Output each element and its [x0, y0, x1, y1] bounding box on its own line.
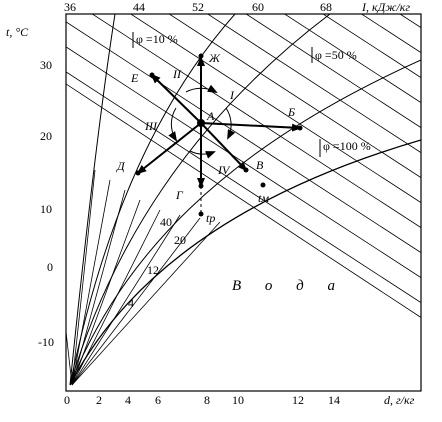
point-g-marker: [198, 183, 204, 189]
t-tick-10: 10: [40, 202, 52, 216]
point-a-marker: [197, 119, 205, 127]
point-d-marker: [135, 170, 141, 176]
i-axis-label: I, кДж/кг: [361, 0, 410, 14]
point-tm-marker: [260, 182, 266, 188]
d-tick-4: 4: [125, 393, 131, 407]
point-b-label: Б: [287, 105, 295, 119]
i-tick-68: 68: [320, 0, 332, 14]
process-i-label: I: [229, 88, 235, 102]
d-tick-6: 6: [155, 393, 161, 407]
fan-label-40: 40: [160, 215, 172, 229]
top-axis-ticks: 36 44 52 60 68: [64, 0, 332, 14]
point-e-marker: [149, 72, 155, 78]
point-zh-marker: [198, 53, 204, 59]
point-b-marker: [297, 125, 303, 131]
rh-curve-100: [69, 139, 421, 386]
phi-50-label: φ =50 %: [315, 48, 357, 62]
process-iii-label: III: [144, 119, 158, 133]
i-tick-52: 52: [192, 0, 204, 14]
state-point-labels: А Б В Г Д Е Ж tм tр: [116, 51, 295, 225]
fan-label-4: 4: [128, 296, 134, 310]
point-a-label: А: [206, 109, 215, 123]
sector-arcs: [168, 84, 236, 159]
d-tick-8: 8: [204, 393, 210, 407]
d-tick-0: 0: [64, 393, 70, 407]
water-fan-lines: [66, 169, 221, 386]
t-tick-0: 0: [47, 260, 53, 274]
fan-label-12: 12: [147, 263, 159, 277]
process-arrows: [136, 56, 302, 188]
d-tick-10: 10: [232, 393, 244, 407]
i-tick-60: 60: [252, 0, 264, 14]
rh-curve-10: [69, 14, 116, 386]
t-axis-label: t, °C: [6, 25, 29, 39]
t-tick-30: 30: [40, 58, 52, 72]
water-label: В о д а: [232, 278, 345, 294]
i-tick-44: 44: [133, 0, 145, 14]
t-tick-minus10: -10: [38, 335, 54, 349]
arrow-a-to-b: [200, 122, 302, 132]
d-axis-label: d, г/кг: [384, 393, 415, 407]
point-tm-label: tм: [258, 191, 269, 205]
point-g-label: Г: [175, 188, 184, 202]
phi-100-label: φ =100 %: [323, 139, 371, 153]
phi-10-label: φ =10 %: [136, 32, 178, 46]
plot-frame: [65, 13, 422, 392]
d-tick-12: 12: [292, 393, 304, 407]
i-tick-36: 36: [64, 0, 76, 14]
arrow-a-to-d: [136, 122, 202, 175]
d-tick-14: 14: [328, 393, 340, 407]
bottom-axis-ticks: 0 2 4 6 8 10 12 14: [64, 393, 340, 407]
rh-curve-50: [69, 14, 331, 386]
process-iv-label: IV: [217, 163, 231, 177]
rh-curve-70: [69, 59, 421, 386]
point-v-label: В: [256, 158, 264, 172]
t-tick-20: 20: [40, 129, 52, 143]
process-ii-label: II: [172, 67, 182, 81]
point-tr-marker: [198, 211, 204, 217]
fan-label-20: 20: [174, 233, 186, 247]
point-tr-label: tр: [206, 211, 215, 225]
point-v-marker: [243, 167, 249, 173]
d-tick-2: 2: [96, 393, 102, 407]
point-e-label: Е: [130, 71, 139, 85]
left-axis-ticks: 30 20 10 0 -10: [38, 58, 54, 349]
arrow-a-to-v: [200, 122, 248, 172]
point-d-label: Д: [116, 159, 126, 173]
point-zh-label: Ж: [208, 51, 221, 65]
arrow-a-to-e: [150, 73, 202, 124]
state-point-markers: [135, 53, 303, 217]
rh-curve-30: [69, 14, 236, 386]
process-labels: I II III IV: [144, 67, 235, 177]
